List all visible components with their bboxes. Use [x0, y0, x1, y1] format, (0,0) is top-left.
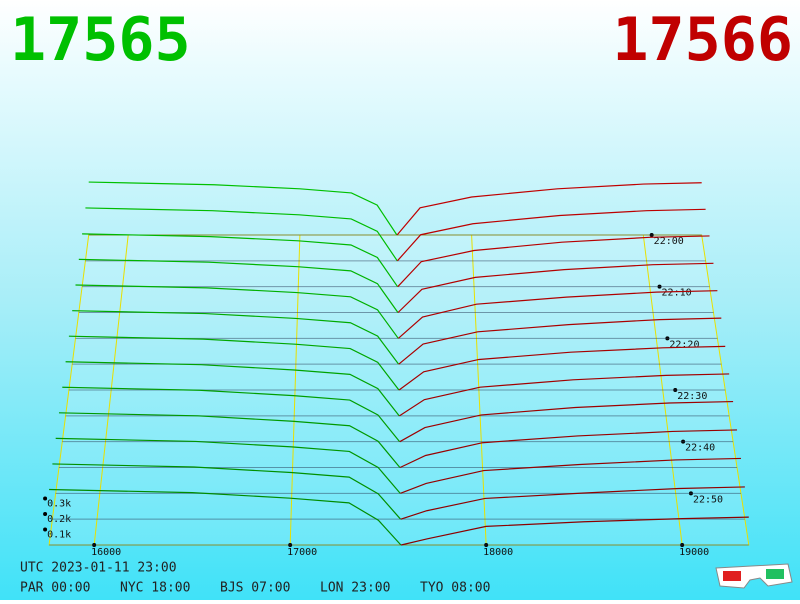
clock: PAR 00:00 [20, 581, 90, 596]
bid-depth-line [62, 386, 401, 443]
ask-depth-line [399, 373, 730, 417]
tick-mark [43, 527, 48, 532]
bid-depth-line [75, 284, 399, 339]
bid-depth-line [68, 335, 400, 391]
time-tick-label: 22:40 [685, 443, 715, 454]
clock: BJS 07:00 [220, 581, 290, 596]
bid-price: 17565 [10, 5, 191, 75]
bid-depth-line [55, 437, 401, 494]
bid-depth-line [49, 488, 402, 546]
z-tick-label: 0.3k [47, 499, 71, 510]
clock: TYO 08:00 [420, 581, 490, 596]
bid-depth-line [65, 361, 400, 417]
ask-depth-line [396, 208, 706, 262]
bid-depth-line [52, 463, 402, 520]
clocks: PAR 00:00 NYC 18:00 BJS 07:00 LON 23:00 TYO … [20, 581, 490, 596]
time-tick-label: 22:20 [669, 339, 699, 350]
plot: 16000 17000 18000 190000.1k0.2k0.3k22:0022:… [43, 181, 750, 558]
glasses-icon[interactable] [715, 563, 793, 589]
ask-depth-line [400, 486, 745, 520]
red-lens [723, 571, 741, 581]
time-tick-label: 22:10 [662, 288, 692, 299]
bid-depth-line [78, 258, 399, 313]
ask-depth-line [399, 429, 738, 469]
bid-depth-line [88, 181, 398, 236]
time-tick-label: 22:30 [677, 391, 707, 402]
clock: NYC 18:00 [120, 581, 190, 596]
bid-depth-line [72, 310, 400, 365]
clock: LON 23:00 [320, 581, 390, 596]
ask-depth-line [398, 290, 718, 339]
ask-depth-line [399, 400, 734, 443]
x-tick-label: 16000 [91, 547, 121, 558]
x-tick-label: 19000 [679, 547, 709, 558]
ask-depth-line [398, 317, 722, 365]
bid-depth-line [58, 412, 401, 468]
ask-depth-line [396, 182, 702, 236]
time-tick-label: 22:50 [693, 494, 723, 505]
tick-mark [43, 512, 48, 516]
ask-price: 17566 [612, 5, 793, 75]
ask-depth-line [400, 516, 749, 546]
x-tick-label: 17000 [287, 547, 317, 558]
ask-depth-line [397, 235, 710, 288]
bid-depth-line [82, 233, 399, 288]
time-tick-label: 22:00 [654, 236, 684, 247]
green-lens [766, 569, 784, 579]
utc-time: UTC 2023-01-11 23:00 [20, 561, 177, 576]
bid-depth-line [85, 207, 398, 262]
ask-depth-line [398, 345, 726, 391]
tick-mark [43, 496, 48, 501]
z-tick-label: 0.1k [47, 530, 71, 541]
ask-depth-line [397, 262, 714, 313]
x-tick-label: 18000 [483, 547, 513, 558]
ask-depth-line [400, 457, 741, 494]
